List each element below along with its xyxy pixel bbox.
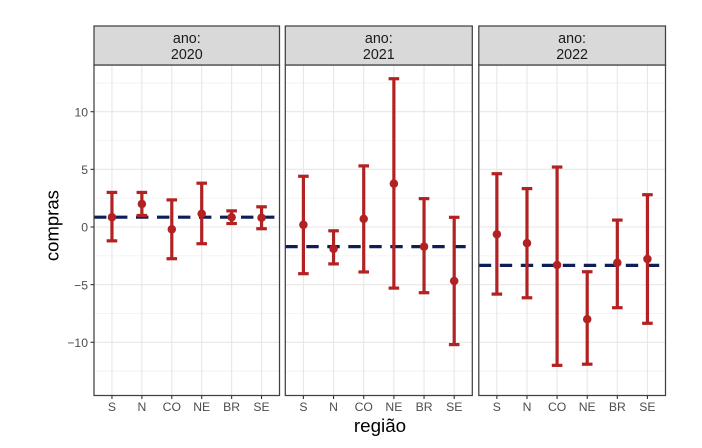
svg-text:SE: SE: [639, 400, 655, 414]
svg-text:10: 10: [74, 105, 88, 119]
svg-text:2021: 2021: [363, 47, 395, 63]
svg-text:região: região: [354, 415, 406, 436]
svg-text:SE: SE: [446, 400, 462, 414]
svg-text:BR: BR: [416, 400, 433, 414]
svg-text:N: N: [523, 400, 532, 414]
svg-text:2022: 2022: [556, 47, 588, 63]
svg-text:ano:: ano:: [558, 31, 586, 47]
svg-text:−10: −10: [67, 336, 88, 350]
svg-text:2020: 2020: [171, 47, 203, 63]
svg-text:NE: NE: [385, 400, 402, 414]
svg-text:NE: NE: [579, 400, 596, 414]
svg-text:NE: NE: [193, 400, 210, 414]
svg-text:compras: compras: [42, 190, 63, 261]
svg-text:BR: BR: [223, 400, 240, 414]
svg-text:CO: CO: [548, 400, 566, 414]
svg-text:CO: CO: [355, 400, 373, 414]
svg-text:S: S: [493, 400, 501, 414]
svg-text:N: N: [329, 400, 338, 414]
svg-text:CO: CO: [163, 400, 181, 414]
svg-text:S: S: [299, 400, 307, 414]
svg-text:5: 5: [81, 163, 88, 177]
svg-text:−5: −5: [74, 278, 88, 292]
svg-text:ano:: ano:: [365, 31, 393, 47]
svg-text:ano:: ano:: [173, 31, 201, 47]
svg-text:N: N: [137, 400, 146, 414]
svg-text:SE: SE: [253, 400, 269, 414]
svg-text:0: 0: [81, 221, 88, 235]
svg-text:S: S: [108, 400, 116, 414]
svg-text:BR: BR: [609, 400, 626, 414]
